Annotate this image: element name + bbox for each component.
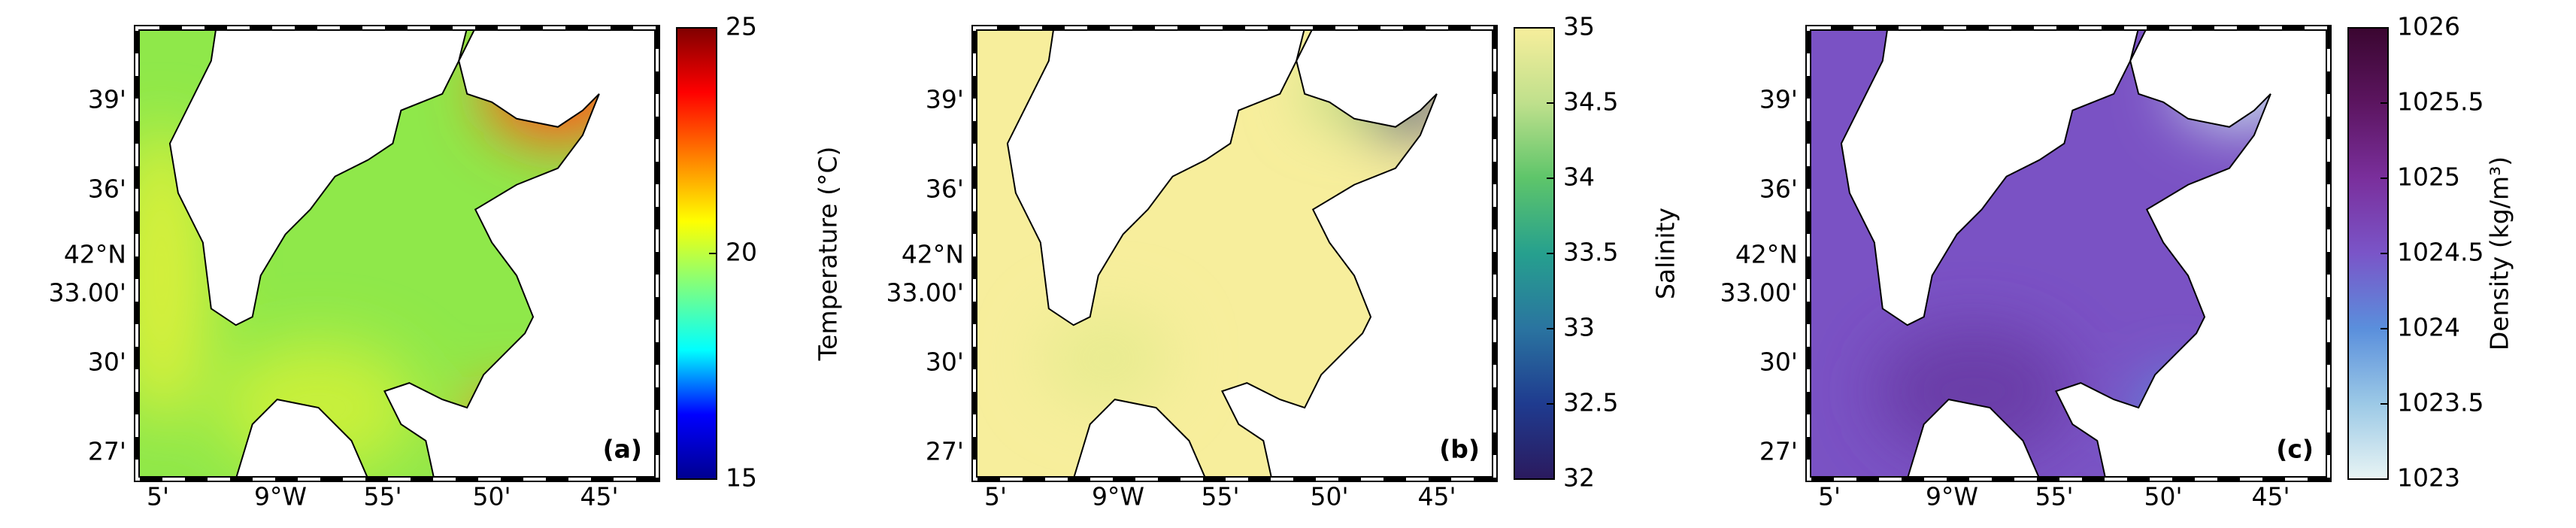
lon-tick-label: 55' xyxy=(363,482,402,511)
map-panel: (b) 39' 36' 42°N 33.00' 30' 27' 5' 9°W 55' 50' 45' 3… xyxy=(886,12,1680,511)
cb-tick-label: 35 xyxy=(1563,12,1595,41)
lon-tick-label: 50' xyxy=(472,482,511,511)
lon-tick-label: 50' xyxy=(2144,482,2182,511)
lat-tick-label: 39' xyxy=(88,85,126,114)
cb-tick-label: 34 xyxy=(1563,162,1595,192)
lon-tick-label: 9°W xyxy=(254,482,307,511)
lat-tick-label: 36' xyxy=(926,174,964,204)
lat-tick-label: 30' xyxy=(926,347,964,377)
map-area xyxy=(1808,28,2329,479)
panel-label: (c) xyxy=(2276,435,2314,464)
panel-label: (a) xyxy=(603,435,642,464)
map-panel: (c) 39' 36' 42°N 33.00' 30' 27' 5' 9°W 55' 50' 45' 1… xyxy=(1720,12,2514,511)
lat-tick-label: 42°N xyxy=(902,240,964,269)
lat-tick-label: 42°N xyxy=(64,240,126,269)
frame-dash xyxy=(1807,26,2330,481)
cb-tick-label: 1023.5 xyxy=(2397,388,2484,417)
lon-tick-label: 45' xyxy=(2251,482,2290,511)
cb-tick-label: 1024 xyxy=(2397,313,2460,342)
cb-tick-label: 1026 xyxy=(2397,12,2460,41)
land xyxy=(168,28,468,326)
lat-tick-label: 33.00' xyxy=(886,278,964,308)
lat-tick-label: 42°N xyxy=(1735,240,1798,269)
lon-tick-label: 9°W xyxy=(1092,482,1144,511)
cb-tick-label: 1023 xyxy=(2397,463,2460,493)
map-panel: (a) 39' 36' 42°N 33.00' 30' 27' 5' 9°W 55' 50' 45' 1… xyxy=(48,12,842,511)
lon-tick-label: 45' xyxy=(1417,482,1456,511)
cb-tick-label: 20 xyxy=(726,238,757,267)
lat-tick-label: 39' xyxy=(1759,85,1798,114)
lon-tick-label: 45' xyxy=(580,482,618,511)
cb-tick-label: 1025 xyxy=(2397,162,2460,192)
lat-tick-label: 27' xyxy=(88,437,126,466)
cb-tick-label: 34.5 xyxy=(1563,87,1618,117)
cb-label: Temperature (°C) xyxy=(814,147,843,362)
lat-tick-label: 30' xyxy=(1759,347,1798,377)
cb-tick-label: 33.5 xyxy=(1563,238,1618,267)
lat-tick-label: 30' xyxy=(88,347,126,377)
lon-tick-label: 5' xyxy=(1818,482,1841,511)
panel-label: (b) xyxy=(1439,435,1480,464)
lon-tick-label: 5' xyxy=(984,482,1007,511)
cb-tick-label: 32 xyxy=(1563,463,1595,493)
lon-tick-label: 50' xyxy=(1310,482,1348,511)
map-area xyxy=(137,28,657,479)
lat-tick-label: 27' xyxy=(1759,437,1798,466)
land xyxy=(383,28,657,479)
lat-tick-label: 36' xyxy=(1759,174,1798,204)
lon-tick-label: 55' xyxy=(1201,482,1239,511)
map-area xyxy=(974,28,1495,479)
frame-dash xyxy=(135,26,659,481)
frame-dash xyxy=(973,26,1496,481)
cb-label: Density (kg/m³) xyxy=(2485,156,2514,350)
cb-tick-label: 1024.5 xyxy=(2397,238,2484,267)
cb-label: Salinity xyxy=(1651,208,1680,299)
lat-tick-label: 36' xyxy=(88,174,126,204)
lat-tick-label: 39' xyxy=(926,85,964,114)
lat-tick-label: 33.00' xyxy=(48,278,126,308)
cb-tick-label: 15 xyxy=(726,463,757,493)
cb-tick-label: 25 xyxy=(726,12,757,41)
land xyxy=(1006,28,1306,326)
cb-tick-label: 33 xyxy=(1563,313,1595,342)
cb-tick-label: 32.5 xyxy=(1563,388,1618,417)
lat-tick-label: 33.00' xyxy=(1720,278,1798,308)
lon-tick-label: 55' xyxy=(2035,482,2073,511)
sea-patch xyxy=(1040,308,1173,408)
lat-tick-label: 27' xyxy=(926,437,964,466)
land xyxy=(2054,28,2329,479)
lon-tick-label: 9°W xyxy=(1926,482,1978,511)
lon-tick-label: 5' xyxy=(147,482,169,511)
land xyxy=(1220,28,1495,479)
land xyxy=(1840,28,2140,326)
cb-tick-label: 1025.5 xyxy=(2397,87,2484,117)
